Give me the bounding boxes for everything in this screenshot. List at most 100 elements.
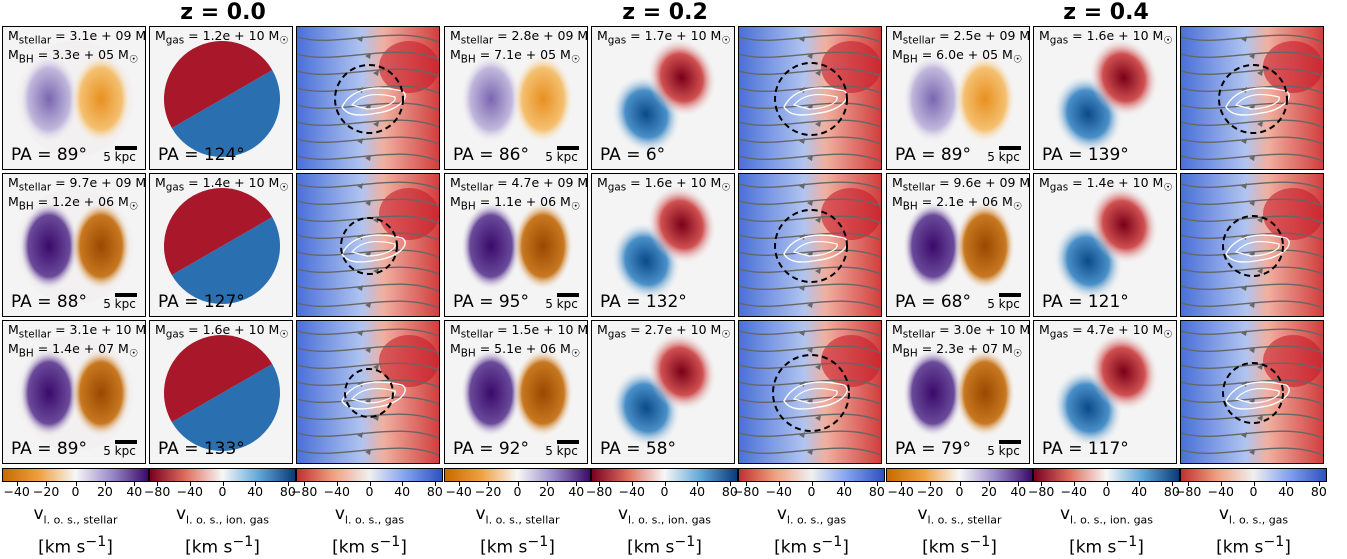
scale-bar: 5 kpc — [102, 440, 137, 457]
streamline — [1181, 232, 1323, 242]
scale-bar-label: 5 kpc — [103, 150, 136, 164]
gas-flow-image — [739, 174, 881, 316]
colorbar-tick-label: 0 — [1249, 484, 1258, 499]
gas-mass-annotation: Mgas = 1.6e + 10 M☉ — [155, 322, 289, 341]
redshift-blob — [379, 188, 439, 240]
receding-lobe — [955, 202, 1015, 290]
streamline — [1181, 198, 1323, 208]
ion-gas-map-image — [1053, 332, 1159, 448]
streamline — [1181, 215, 1323, 225]
ion-gas-map-image — [611, 38, 717, 154]
streamline-arrow — [815, 70, 821, 76]
colorbar-tick — [1286, 482, 1288, 486]
scale-bar-label: 5 kpc — [987, 150, 1020, 164]
scale-bar-line — [115, 293, 137, 297]
density-contour — [783, 87, 848, 116]
colorbar-tick-label: 0 — [71, 484, 80, 499]
streamline-arrow — [365, 449, 371, 455]
gas-flow-image — [297, 27, 439, 169]
streamline — [297, 232, 439, 242]
colorbar-ticks: −40 −20 0 20 40 — [886, 484, 1033, 500]
gas-flow-image — [1181, 174, 1323, 316]
redshift-blob — [1263, 335, 1323, 387]
approaching-half — [171, 364, 280, 451]
gas-flow-image — [739, 27, 881, 169]
streamline — [1181, 430, 1323, 440]
mass-annotation: Mstellar = 3.1e + 09 M☉MBH = 3.3e + 05 M… — [8, 28, 146, 66]
gas-mass-annotation: Mgas = 1.6e + 10 M☉ — [1039, 28, 1173, 47]
streamline — [739, 249, 881, 259]
position-angle-label: PA = 117° — [1042, 439, 1129, 459]
colorbar-tick — [1139, 482, 1141, 486]
receding-lobe — [513, 202, 573, 290]
approaching-half — [171, 217, 280, 304]
colorbar-stellar — [886, 468, 1033, 482]
colorbar-ticks: −40 −20 0 20 40 — [2, 484, 149, 500]
streamline-arrow — [1241, 285, 1247, 291]
streamline-arrow — [799, 36, 805, 42]
stellar-map-image — [17, 188, 133, 304]
aperture-circle — [1222, 215, 1284, 277]
density-contour — [350, 94, 396, 110]
colorbar-tick-label: 80 — [279, 484, 296, 499]
colorbar-label: vl. o. s., gas [km s−1] — [1216, 504, 1291, 559]
ion-gas-map-image — [164, 188, 280, 304]
colorbar-tick — [1073, 482, 1075, 486]
position-angle-label: PA = 127° — [158, 292, 245, 312]
streamline — [297, 119, 439, 129]
streamline-arrow — [357, 381, 363, 387]
colorbar-tick-label: −80 — [143, 484, 171, 499]
streamline-arrow — [373, 364, 379, 370]
scale-bar-label: 5 kpc — [987, 444, 1020, 458]
streamline — [1181, 102, 1323, 112]
streamline — [297, 85, 439, 95]
streamline — [297, 300, 439, 310]
streamline-arrow — [815, 268, 821, 274]
streamline-arrow — [1241, 381, 1247, 387]
colorbar-ticks: −80 −40 0 40 80 — [1028, 484, 1180, 500]
receding-lobe — [955, 55, 1015, 143]
streamline — [297, 413, 439, 423]
streamline — [297, 379, 439, 389]
approaching-lobe — [461, 55, 521, 143]
streamline-arrow — [357, 330, 363, 336]
streamline-arrow — [799, 234, 805, 240]
colorbar-tick-label: −80 — [732, 484, 760, 499]
colorbar-gas_flow — [296, 468, 443, 482]
gas-flow-map — [738, 26, 882, 170]
streamline — [297, 345, 439, 355]
colorbar-tick — [546, 482, 548, 486]
streamline — [739, 328, 881, 338]
gas-flow-image — [1181, 27, 1323, 169]
scale-bar: 5 kpc — [544, 440, 579, 457]
density-contour — [783, 234, 848, 263]
colorbar-tick-label: 0 — [218, 484, 227, 499]
streamline-arrow — [1257, 415, 1263, 421]
receding-lobe — [513, 55, 573, 143]
colorbar-tick — [930, 482, 932, 486]
streamline — [1181, 153, 1323, 163]
gas-mass-annotation: Mgas = 1.7e + 10 M☉ — [597, 28, 731, 47]
colorbar-tick-label: 0 — [365, 484, 374, 499]
streamline — [739, 413, 881, 423]
density-contour — [350, 241, 396, 257]
streamline-arrow — [799, 381, 805, 387]
streamline — [297, 102, 439, 112]
receding-lobe — [71, 55, 131, 143]
mass-annotation: Mstellar = 3.1e + 10 M☉MBH = 1.4e + 07 M… — [8, 322, 146, 360]
streamline-arrow — [357, 234, 363, 240]
colorbar-tick — [189, 482, 191, 486]
streamline-arrow — [799, 138, 805, 144]
streamline — [739, 362, 881, 372]
stellar-map-image — [903, 202, 1015, 290]
streamline — [1181, 283, 1323, 293]
colorbar-ticks: −40 −20 0 20 40 — [444, 484, 591, 500]
streamline-arrow — [1241, 183, 1247, 189]
colorbar-tick-label: −40 — [176, 484, 204, 499]
gas-mass-annotation: Mgas = 2.7e + 10 M☉ — [597, 322, 731, 341]
colorbar-tick-label: 0 — [1102, 484, 1111, 499]
mass-annotation: Mstellar = 1.5e + 10 M☉MBH = 5.1e + 06 M… — [450, 322, 588, 360]
position-angle-label: PA = 79° — [895, 439, 971, 459]
gas-flow-map — [738, 173, 882, 317]
streamline — [297, 198, 439, 208]
